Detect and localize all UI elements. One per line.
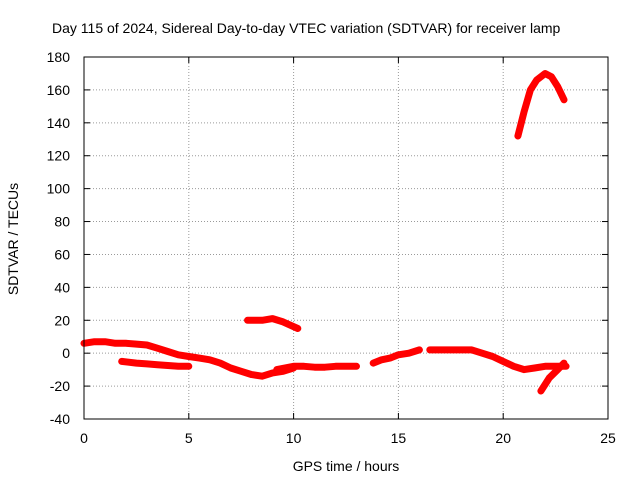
- y-tick-label: 0: [62, 345, 70, 361]
- series-line-8: [514, 70, 568, 140]
- series-line-7: [537, 359, 568, 395]
- series-line-4: [273, 362, 360, 374]
- y-tick-label: 60: [54, 246, 70, 262]
- y-tick-label: 100: [47, 181, 71, 197]
- y-tick-label: 20: [54, 312, 70, 328]
- grid: [84, 57, 608, 419]
- series-layer: [80, 70, 570, 395]
- x-tick-label: 15: [391, 430, 407, 446]
- series-line-6: [426, 346, 570, 374]
- x-tick-label: 0: [80, 430, 88, 446]
- y-tick-label: 160: [47, 82, 71, 98]
- series-line-1: [80, 338, 298, 380]
- y-axis-label: SDTVAR / TECUs: [5, 183, 21, 295]
- x-tick-label: 25: [600, 430, 616, 446]
- x-tick-label: 20: [495, 430, 511, 446]
- tick-labels: 0 5 10 15 20 25 -40 -20 0 20 40 60 80 100 120 140 160 180: [47, 49, 616, 446]
- y-tick-label: -40: [50, 411, 70, 427]
- plot-frame: [83, 56, 609, 420]
- chart-title: Day 115 of 2024, Sidereal Day-to-day VTE…: [52, 20, 561, 36]
- axis-ticks: [83, 56, 609, 420]
- y-tick-label: -20: [50, 378, 70, 394]
- series-line-5: [369, 346, 423, 367]
- x-tick-label: 5: [185, 430, 193, 446]
- series-line-2: [118, 357, 193, 370]
- y-tick-label: 120: [47, 148, 71, 164]
- y-tick-label: 180: [47, 49, 71, 65]
- x-tick-label: 10: [286, 430, 302, 446]
- y-tick-label: 80: [54, 214, 70, 230]
- y-tick-label: 40: [54, 279, 70, 295]
- y-tick-label: 140: [47, 115, 71, 131]
- x-axis-label: GPS time / hours: [293, 458, 400, 474]
- series-line-3: [244, 315, 302, 332]
